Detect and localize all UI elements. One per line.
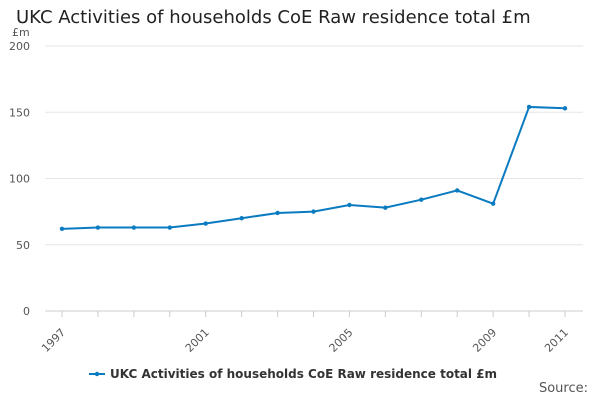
y-tick-label: 200	[9, 40, 30, 53]
data-point	[383, 205, 388, 210]
legend-marker	[94, 371, 100, 377]
data-point	[239, 216, 244, 221]
x-tick-label: 2011	[542, 326, 571, 355]
legend-label: UKC Activities of households CoE Raw res…	[110, 367, 497, 381]
y-tick-label: 150	[9, 106, 30, 119]
data-point	[95, 225, 101, 230]
data-point	[526, 104, 532, 110]
chart-title: UKC Activities of households CoE Raw res…	[16, 7, 531, 28]
y-axis-label: £m	[12, 26, 30, 39]
data-point	[311, 209, 316, 214]
x-tick-label: 1997	[39, 326, 68, 355]
y-tick-label: 50	[16, 239, 30, 252]
data-point	[562, 106, 568, 111]
data-point	[203, 221, 208, 226]
data-point	[455, 188, 460, 193]
source-label: Source:	[538, 381, 588, 396]
data-point	[131, 225, 137, 230]
data-point	[275, 210, 280, 216]
y-tick-label: 0	[23, 305, 30, 318]
y-tick-label: 100	[9, 173, 30, 186]
data-point	[59, 226, 65, 232]
x-tick-label: 2001	[183, 326, 212, 355]
x-tick-label: 2005	[327, 326, 356, 355]
x-tick-label: 2009	[470, 326, 499, 355]
data-point	[419, 197, 424, 202]
data-point	[490, 201, 496, 206]
data-point	[347, 202, 352, 208]
data-point	[167, 225, 172, 230]
